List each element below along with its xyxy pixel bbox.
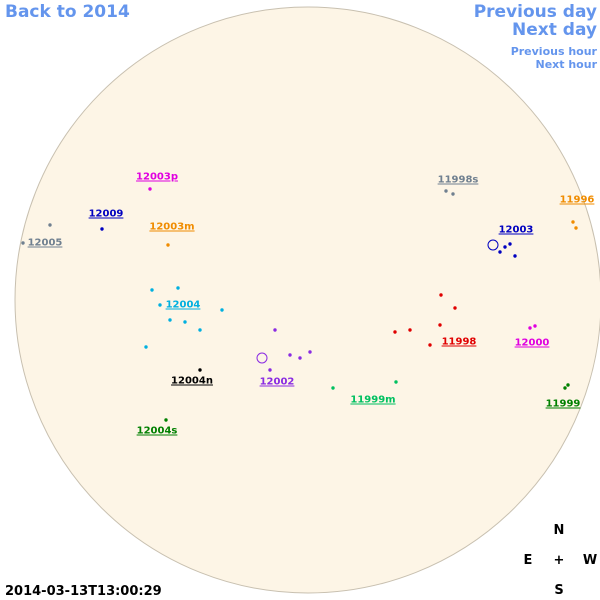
region-label[interactable]: 11999m <box>350 394 396 406</box>
sunspot <box>183 320 187 324</box>
region-label[interactable]: 12000 <box>514 337 550 349</box>
compass-south: S <box>554 583 563 598</box>
region-label[interactable]: 12004s <box>136 425 178 437</box>
previous-hour-link[interactable]: Previous hour <box>510 45 597 58</box>
region-label[interactable]: 11998s <box>437 174 479 186</box>
sunspot <box>574 226 578 230</box>
sunspot <box>563 386 567 390</box>
sunspot <box>158 303 162 307</box>
region-label[interactable]: 12009 <box>88 208 124 220</box>
previous-day-link[interactable]: Previous day <box>473 2 597 22</box>
back-link[interactable]: Back to 2014 <box>5 2 130 22</box>
sunspot <box>498 250 502 254</box>
sunspot <box>268 368 272 372</box>
sunspot <box>298 356 302 360</box>
sunspot <box>331 386 335 390</box>
sunspot <box>566 383 570 387</box>
sunspot <box>528 326 532 330</box>
region-label[interactable]: 11996 <box>559 194 595 206</box>
region-label[interactable]: 12003 <box>498 224 534 236</box>
sunspot <box>176 286 180 290</box>
sunspot <box>487 239 499 251</box>
region-label[interactable]: 12004n <box>171 375 213 387</box>
sunspot <box>393 330 397 334</box>
sunspot <box>21 241 25 245</box>
sunspot <box>394 380 398 384</box>
compass-east: E <box>524 553 533 568</box>
sunspot <box>256 352 268 364</box>
sunspot <box>288 353 292 357</box>
sunspot <box>439 293 443 297</box>
compass-north: N <box>554 523 565 538</box>
sunspot <box>144 345 148 349</box>
sunspot <box>444 189 448 193</box>
sunspot <box>164 418 168 422</box>
region-label[interactable]: 11998 <box>441 336 477 348</box>
sunspot <box>503 245 507 249</box>
sunspot <box>220 308 224 312</box>
region-label[interactable]: 12004 <box>165 299 201 311</box>
solar-disk <box>14 6 600 594</box>
region-label[interactable]: 12003p <box>136 171 178 183</box>
sunspot <box>453 306 457 310</box>
region-label[interactable]: 11999 <box>545 398 581 410</box>
next-day-link[interactable]: Next day <box>512 20 597 40</box>
timestamp: 2014-03-13T13:00:29 <box>5 584 162 599</box>
sunspot <box>533 324 537 328</box>
sunspot <box>451 192 455 196</box>
next-hour-link[interactable]: Next hour <box>535 58 598 71</box>
sunspot <box>150 288 154 292</box>
sunspot <box>198 328 202 332</box>
sunspot <box>48 223 52 227</box>
sunspot <box>438 323 442 327</box>
sunspot <box>513 254 517 258</box>
sunspot <box>508 242 512 246</box>
sunspot <box>166 243 170 247</box>
region-label[interactable]: 12003m <box>149 221 195 233</box>
sunspot <box>571 220 575 224</box>
sunspots <box>21 187 578 422</box>
sunspot <box>168 318 172 322</box>
sunspot <box>273 328 277 332</box>
sunspot <box>428 343 432 347</box>
sunspot <box>100 227 104 231</box>
region-label[interactable]: 12005 <box>27 237 63 249</box>
sunspot <box>198 368 202 372</box>
region-label[interactable]: 12002 <box>259 376 295 388</box>
sunspot <box>408 328 412 332</box>
compass-center: + <box>554 553 565 568</box>
sunspot <box>308 350 312 354</box>
sunspot <box>148 187 152 191</box>
compass-west: W <box>583 553 597 568</box>
